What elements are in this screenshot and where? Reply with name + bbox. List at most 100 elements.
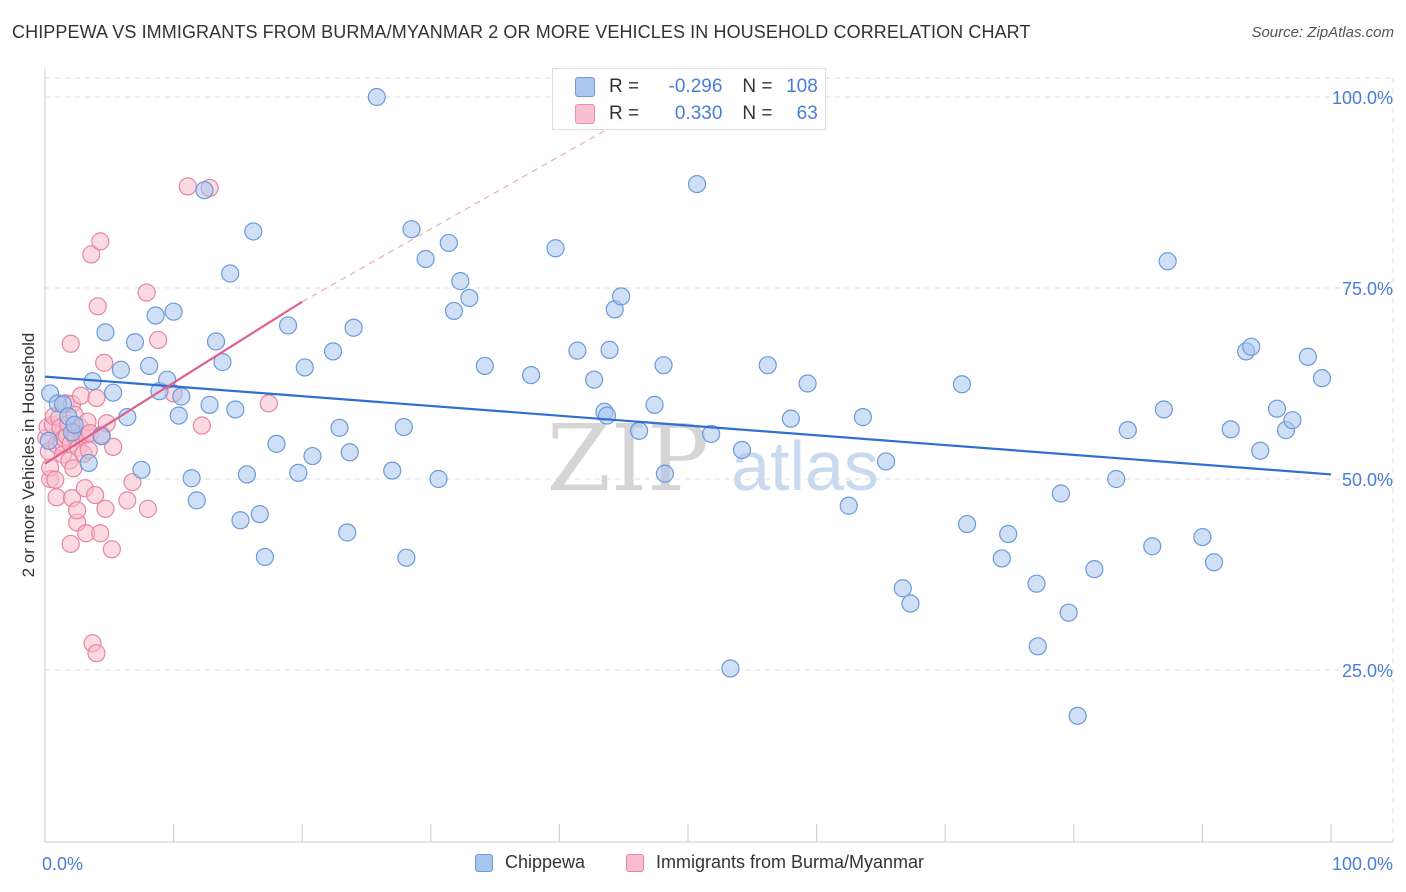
chippewa-point bbox=[338, 523, 357, 542]
chippewa-point bbox=[195, 181, 214, 200]
chippewa-point bbox=[303, 446, 322, 466]
burma-point bbox=[91, 232, 110, 251]
burma-point bbox=[259, 394, 278, 413]
burma-point bbox=[82, 245, 101, 264]
chippewa-point bbox=[344, 318, 363, 337]
chippewa-point bbox=[1085, 560, 1104, 579]
stats-row-burma: R = 0.330 N = 63 bbox=[575, 101, 818, 127]
burma-point bbox=[149, 330, 168, 350]
chippewa-point bbox=[397, 548, 416, 567]
chippewa-point bbox=[1221, 420, 1240, 439]
chippewa-point bbox=[798, 374, 817, 393]
watermark-atlas: atlas bbox=[731, 427, 879, 505]
watermark: ZIP atlas bbox=[547, 405, 879, 512]
chippewa-point bbox=[104, 383, 123, 402]
chippewa-point bbox=[1158, 252, 1177, 271]
chippewa-point bbox=[200, 395, 219, 414]
chippewa-point bbox=[96, 323, 115, 342]
chippewa-point bbox=[244, 222, 263, 241]
chippewa-point bbox=[655, 464, 674, 483]
chippewa-point bbox=[1068, 706, 1087, 725]
chippewa-point bbox=[460, 288, 479, 308]
chippewa-point bbox=[367, 87, 386, 107]
legend-label-chippewa: Chippewa bbox=[505, 852, 586, 872]
chippewa-point bbox=[146, 306, 165, 325]
legend-item-burma[interactable]: Immigrants from Burma/Myanmar bbox=[626, 852, 924, 873]
y-axis-label: 2 or more Vehicles in Household bbox=[19, 332, 38, 578]
chippewa-point bbox=[182, 469, 201, 488]
chippewa-point bbox=[79, 453, 98, 473]
x-tick-label-min: 0.0% bbox=[42, 854, 83, 874]
stats-legend: R = -0.296 N = 108 R = 0.330 N = 63 bbox=[552, 68, 826, 130]
chippewa-point bbox=[1193, 527, 1212, 547]
bottom-legend: Chippewa Immigrants from Burma/Myanmar bbox=[0, 852, 1406, 876]
tick-labels: 100.0% 75.0% 50.0% 25.0% 0.0% 100.0% bbox=[42, 88, 1393, 874]
watermark-zip: ZIP bbox=[547, 405, 709, 512]
chippewa-point bbox=[340, 443, 359, 462]
chippewa-point bbox=[206, 332, 226, 351]
chippewa-point bbox=[585, 370, 604, 389]
burma-point bbox=[61, 334, 80, 353]
burma-point bbox=[68, 501, 87, 520]
chippewa-point bbox=[1283, 411, 1302, 430]
source-credit: Source: ZipAtlas.com bbox=[1251, 24, 1394, 41]
burma-point bbox=[96, 499, 115, 518]
chippewa-point bbox=[164, 302, 183, 321]
chippewa-point bbox=[546, 239, 565, 258]
burma-point bbox=[137, 283, 156, 302]
burma-point bbox=[192, 416, 211, 435]
chippewa-point bbox=[645, 395, 664, 414]
chippewa-point bbox=[992, 549, 1011, 568]
chippewa-point bbox=[323, 342, 343, 361]
chippewa-point bbox=[1154, 400, 1173, 419]
chippewa-point bbox=[267, 434, 286, 453]
y-tick-label: 75.0% bbox=[1342, 279, 1393, 299]
chippewa-point bbox=[1251, 441, 1270, 460]
chippewa-point bbox=[1298, 347, 1317, 366]
n-label: N = bbox=[742, 103, 773, 124]
chippewa-point bbox=[1312, 369, 1332, 388]
chippewa-point bbox=[853, 408, 872, 427]
chippewa-point bbox=[383, 461, 402, 480]
burma-trend-line bbox=[44, 300, 303, 465]
chippewa-point bbox=[111, 360, 130, 379]
burma-point bbox=[123, 472, 142, 492]
chippewa-point bbox=[758, 356, 777, 375]
chippewa-point bbox=[732, 440, 752, 460]
stats-row-chippewa: R = -0.296 N = 108 bbox=[575, 74, 818, 100]
chippewa-point bbox=[901, 594, 920, 613]
chippewa-point bbox=[1027, 574, 1046, 593]
chippewa-point bbox=[522, 365, 541, 385]
chippewa-point bbox=[952, 375, 972, 394]
y-tick-label: 25.0% bbox=[1342, 661, 1393, 681]
chippewa-point bbox=[250, 505, 269, 524]
y-tick-label: 100.0% bbox=[1332, 88, 1393, 108]
chippewa-point bbox=[295, 358, 314, 377]
chippewa-point bbox=[1059, 603, 1078, 622]
burma-point bbox=[88, 297, 107, 316]
burma-point bbox=[61, 534, 80, 554]
chippewa-point bbox=[330, 418, 349, 437]
legend-label-burma: Immigrants from Burma/Myanmar bbox=[656, 852, 925, 872]
chippewa-point bbox=[65, 415, 84, 434]
legend-item-chippewa[interactable]: Chippewa bbox=[475, 852, 585, 873]
chippewa-point bbox=[702, 424, 721, 444]
n-value: 63 bbox=[796, 103, 818, 124]
burma-point bbox=[87, 644, 106, 663]
burma-point bbox=[47, 488, 66, 507]
chippewa-point bbox=[289, 463, 308, 482]
chippewa-point bbox=[231, 511, 250, 530]
chippewa-point bbox=[1204, 553, 1224, 572]
axes bbox=[44, 68, 1393, 843]
chippewa-point bbox=[278, 316, 298, 335]
chippewa-point bbox=[630, 421, 649, 440]
r-label: R = bbox=[609, 76, 640, 97]
chippewa-point bbox=[444, 301, 464, 321]
chippewa-point bbox=[1242, 337, 1261, 356]
chippewa-point bbox=[416, 249, 435, 269]
chippewa-point bbox=[1267, 399, 1287, 418]
n-value: 108 bbox=[786, 76, 818, 97]
chippewa-point bbox=[394, 417, 413, 437]
stats-swatch-chippewa bbox=[575, 77, 595, 97]
chippewa-point bbox=[839, 496, 858, 515]
